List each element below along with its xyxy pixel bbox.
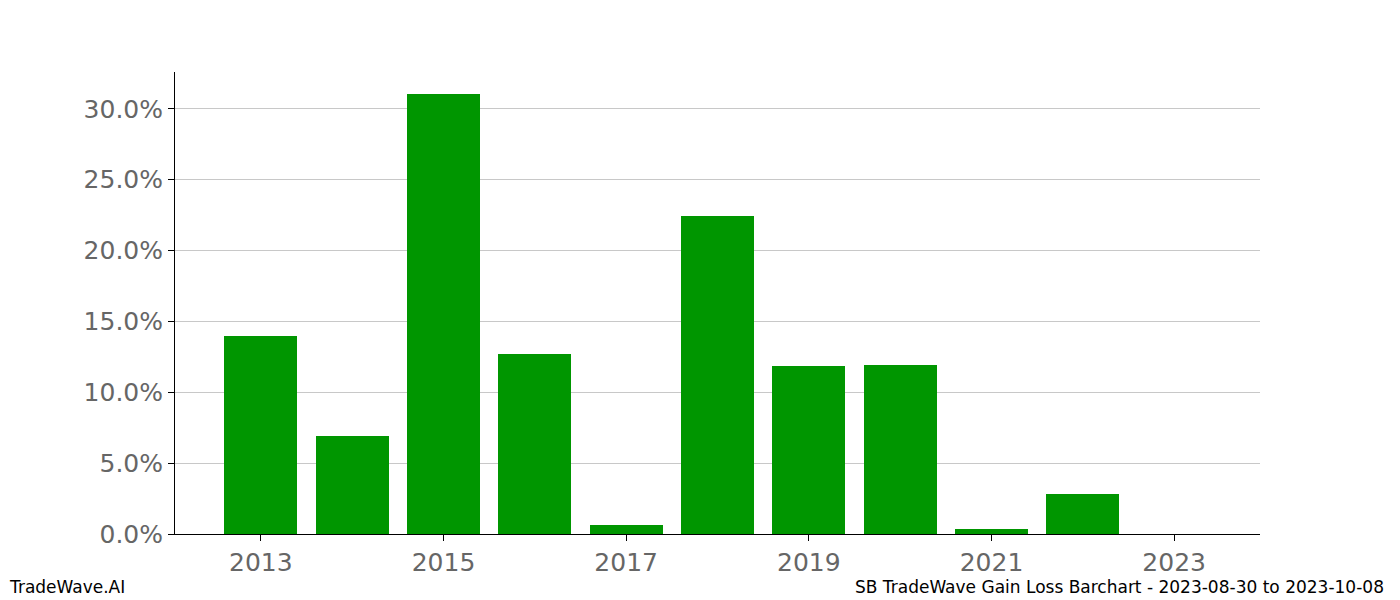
svg-text:TradeWave.AI: TradeWave.AI bbox=[9, 577, 125, 597]
svg-text:25.0%: 25.0% bbox=[84, 165, 163, 194]
svg-text:2013: 2013 bbox=[229, 548, 293, 577]
svg-text:2023: 2023 bbox=[1142, 548, 1206, 577]
svg-text:0.0%: 0.0% bbox=[99, 520, 163, 549]
svg-text:5.0%: 5.0% bbox=[99, 449, 163, 478]
svg-text:2015: 2015 bbox=[412, 548, 476, 577]
svg-text:15.0%: 15.0% bbox=[84, 307, 163, 336]
svg-text:2017: 2017 bbox=[594, 548, 658, 577]
svg-text:2021: 2021 bbox=[960, 548, 1024, 577]
svg-text:2019: 2019 bbox=[777, 548, 841, 577]
svg-text:20.0%: 20.0% bbox=[84, 236, 163, 265]
svg-text:SB TradeWave Gain Loss Barchar: SB TradeWave Gain Loss Barchart - 2023-0… bbox=[855, 577, 1384, 597]
svg-text:10.0%: 10.0% bbox=[84, 378, 163, 407]
svg-text:30.0%: 30.0% bbox=[84, 95, 163, 124]
